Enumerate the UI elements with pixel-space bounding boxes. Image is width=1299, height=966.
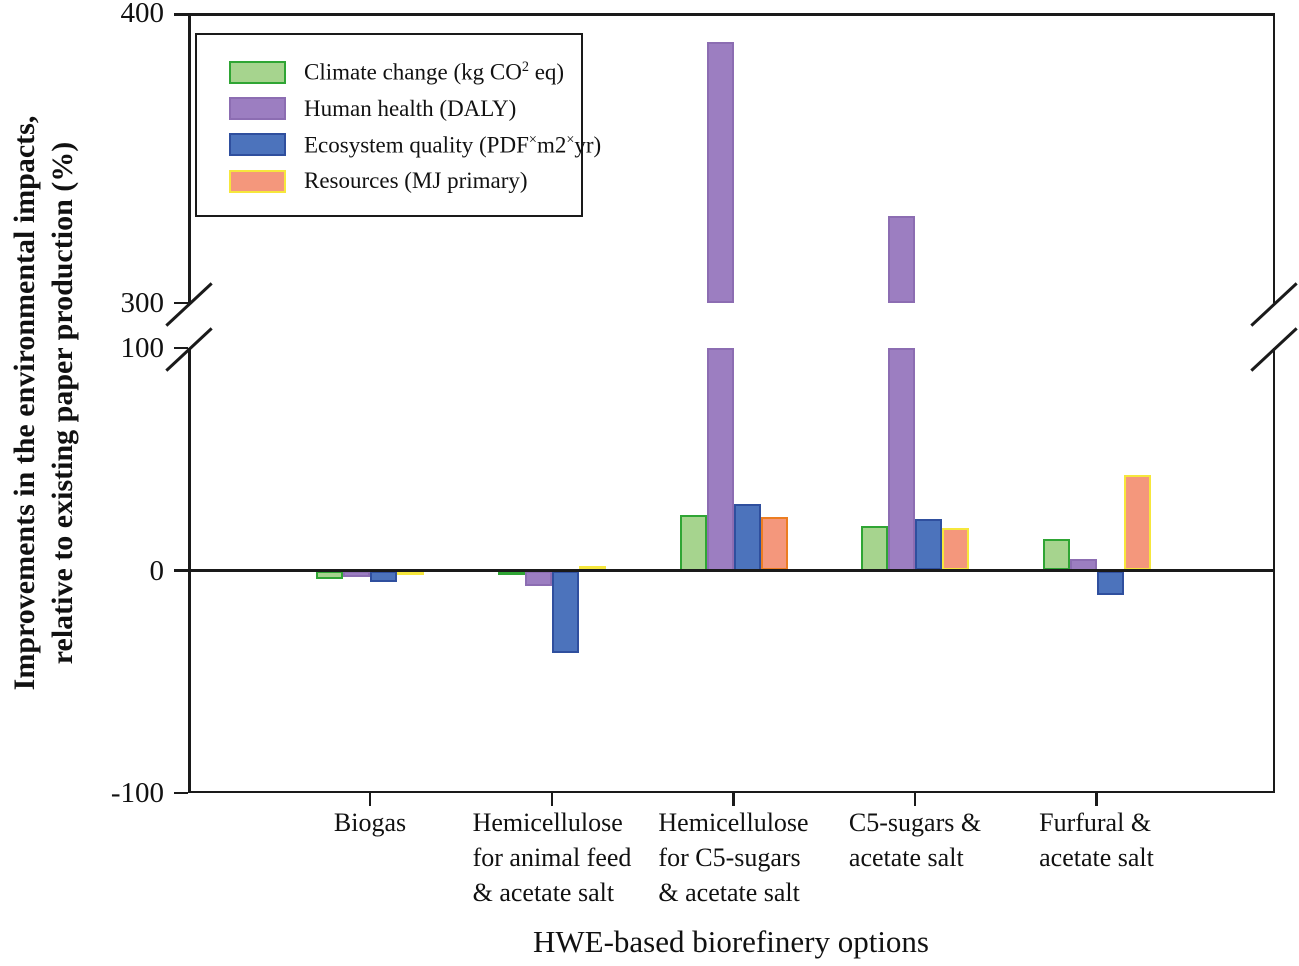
legend-label-resources: Resources (MJ primary) [304,168,528,194]
bar [888,348,915,571]
bar [316,570,343,580]
bar [370,570,397,582]
y-tick [174,791,188,795]
legend-item-ecosystem-quality: Ecosystem quality (PDF×m2×yr) [229,132,601,159]
y-tick-label: 100 [120,332,165,364]
category-label-line: Hemicellulose [658,808,809,837]
legend: Climate change (kg CO2 eq) Human health (… [195,33,601,218]
category-label-line: acetate salt [848,843,964,872]
resources-swatch-icon [229,169,286,193]
bar [915,519,942,571]
category-label-line: for animal feed [472,843,632,872]
category-label: C5-sugars & acetate salt [849,805,981,875]
category-label: Furfural & acetate salt [1039,805,1154,875]
category-label-line: & acetate salt [658,878,800,907]
legend-item-human-health: Human health (DALY) [229,96,563,122]
plot-frame-bottom [188,790,1275,793]
bar [760,517,788,571]
plot-frame-left-upper [188,13,191,303]
plot-frame-top [188,13,1275,16]
legend-label-climate-change: Climate change (kg CO2 eq) [304,59,565,85]
y-axis-title-line2: relative to existing paper production (%… [46,141,79,665]
bar [942,528,969,571]
category-label: Biogas [334,805,406,840]
bar [1123,474,1151,571]
legend-item-climate-change: Climate change (kg CO2 eq) [229,59,565,86]
ecosystem-quality-swatch-icon [229,133,286,157]
bar [1042,539,1070,571]
y-tick [174,346,188,350]
category-label-line: Hemicellulose [472,808,623,837]
legend-label-ecosystem-quality: Ecosystem quality (PDF×m2×yr) [304,131,602,158]
legend-item-resources: Resources (MJ primary) [229,168,563,194]
bar [733,503,761,571]
category-label-line: & acetate salt [472,878,615,907]
y-tick-label: 400 [120,0,165,29]
legend-label-human-health: Human health (DALY) [304,95,517,121]
x-tick [1095,793,1098,806]
bar [525,570,552,587]
plot-frame-right-upper [1272,13,1275,303]
y-tick-label: -100 [110,777,164,809]
x-tick [913,793,917,806]
bar [706,42,734,303]
category-label-line: C5-sugars & [848,808,982,837]
category-label: Hemicellulose for C5-sugars & acetate salt [658,805,808,910]
human-health-swatch-icon [229,97,286,121]
x-axis-title: HWE-based biorefinery options [533,924,929,959]
x-tick [550,793,554,806]
y-tick [174,569,188,572]
x-tick [732,793,735,806]
bar [706,348,734,571]
bar [861,526,888,571]
bar [552,570,579,653]
y-axis-title-line1: Improvements in the environmental impact… [8,115,41,691]
plot-area: 400 300 100 0 -100 Biogas Hemicellulose for ani… [111,0,1298,907]
category-label-line: Furfural & [1039,808,1152,837]
category-label-line: Biogas [333,808,407,837]
y-axis-title: Improvements in the environmental impact… [6,116,82,691]
category-label-line: for C5-sugars [658,843,801,872]
bar [1096,570,1124,595]
bar [679,514,707,571]
category-label-line: acetate salt [1039,843,1154,872]
bar [888,216,915,303]
y-tick [174,301,188,305]
zero-line [188,569,1275,572]
x-tick [368,793,372,806]
category-label: Hemicellulose for animal feed & acetate sa… [473,805,632,910]
y-tick [174,13,188,16]
climate-change-swatch-icon [229,60,286,84]
y-tick-label: 0 [149,554,165,587]
y-tick-label: 300 [120,287,165,319]
